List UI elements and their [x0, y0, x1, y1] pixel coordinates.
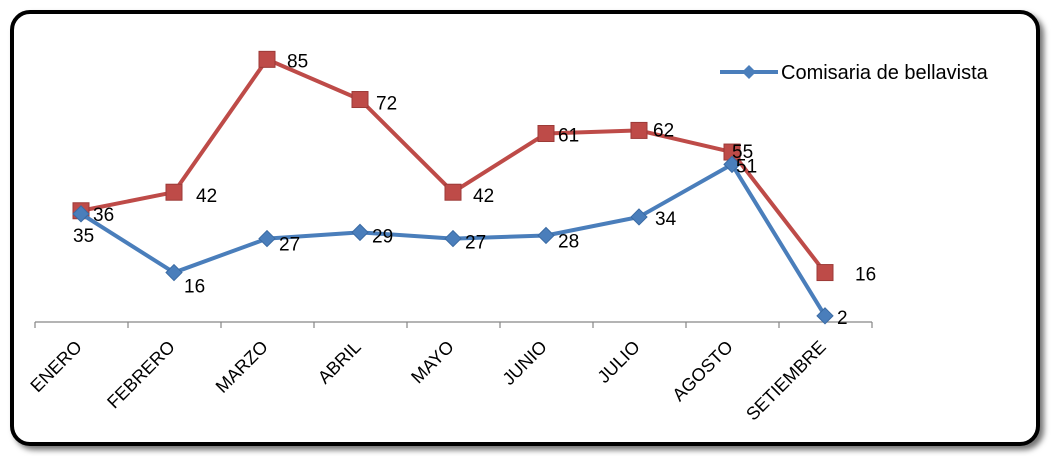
data-label: 55: [732, 142, 753, 163]
data-label: 16: [184, 277, 205, 298]
series-point-diamond: [351, 223, 369, 242]
data-label: 28: [558, 231, 579, 252]
data-label: 34: [655, 209, 677, 230]
data-label: 27: [279, 235, 300, 256]
x-tick-label: JUNIO: [499, 337, 551, 389]
legend-marker-diamond: [742, 65, 756, 79]
series-point-diamond: [72, 205, 90, 223]
x-tick-label: AGOSTO: [668, 337, 736, 405]
data-label: 42: [196, 186, 217, 207]
data-label: 16: [855, 265, 876, 286]
series-point-square: [630, 121, 648, 139]
x-tick-label: JULIO: [594, 337, 644, 387]
series-point-square: [816, 264, 834, 282]
x-tick-label: ABRIL: [314, 337, 365, 388]
x-tick-label: MARZO: [212, 337, 272, 397]
data-label: 61: [558, 126, 579, 147]
series-point-square: [537, 125, 555, 143]
data-label: 35: [73, 226, 94, 247]
data-label: 2: [837, 308, 848, 329]
data-label: 51: [736, 156, 757, 177]
data-label: 36: [93, 205, 114, 226]
series-point-square: [258, 50, 276, 68]
series-point-diamond: [165, 263, 183, 282]
series-point-square: [165, 183, 183, 201]
data-label: 85: [287, 51, 308, 72]
x-tick-label: SETIEMBRE: [742, 337, 830, 425]
series-point-diamond: [816, 307, 834, 325]
series-point-square: [351, 91, 369, 109]
chart-frame: [10, 10, 1040, 446]
data-label: 62: [653, 120, 674, 141]
x-tick-label: ENERO: [26, 337, 85, 396]
data-label: 27: [465, 233, 486, 254]
legend-label: Comisaria de bellavista: [781, 62, 989, 84]
series-point-diamond: [723, 155, 741, 174]
series-point-diamond: [630, 208, 648, 226]
x-tick-label: MAYO: [407, 337, 458, 388]
series-point-square: [444, 183, 462, 201]
data-label: 29: [372, 226, 393, 247]
series-point-diamond: [537, 226, 555, 245]
data-label: 72: [376, 94, 397, 115]
series-point-diamond: [258, 229, 276, 248]
series-point-diamond: [444, 229, 462, 248]
data-label: 42: [473, 186, 494, 207]
x-tick-label: FEBRERO: [103, 337, 179, 413]
